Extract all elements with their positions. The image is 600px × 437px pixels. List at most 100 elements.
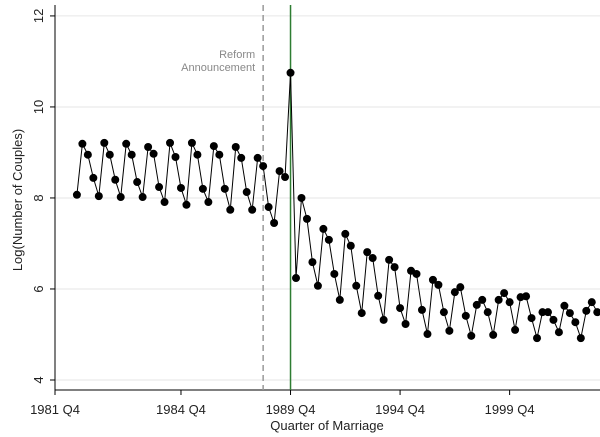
data-point	[379, 315, 388, 324]
data-point	[522, 292, 531, 301]
y-tick-label: 4	[31, 376, 46, 383]
data-point	[330, 269, 339, 278]
data-point	[94, 192, 103, 201]
data-point	[209, 142, 218, 151]
x-tick-label: 1999 Q4	[485, 402, 535, 417]
y-tick-label: 8	[31, 194, 46, 201]
data-point	[417, 305, 426, 314]
data-point	[198, 184, 207, 193]
data-point	[390, 263, 399, 272]
data-point	[576, 334, 585, 343]
data-point	[215, 150, 224, 159]
data-point	[489, 330, 498, 339]
data-point	[253, 153, 262, 162]
data-point	[368, 254, 377, 263]
data-point	[543, 308, 552, 317]
data-point	[341, 229, 350, 238]
data-point	[89, 173, 98, 182]
data-point	[571, 318, 580, 327]
data-point	[264, 203, 273, 212]
data-point	[478, 295, 487, 304]
data-point	[259, 162, 268, 171]
data-point	[292, 274, 301, 283]
data-point	[149, 149, 158, 158]
data-point	[352, 281, 361, 290]
data-point	[187, 138, 196, 147]
data-point	[270, 218, 279, 227]
data-point	[587, 298, 596, 307]
y-axis-title: Log(Number of Couples)	[10, 129, 25, 271]
data-point	[593, 308, 600, 317]
data-point	[505, 298, 514, 307]
data-point	[549, 315, 558, 324]
y-tick-label: 12	[31, 9, 46, 23]
data-point	[560, 301, 569, 310]
annotation: Announcement	[181, 62, 255, 74]
data-point	[494, 295, 503, 304]
data-point	[439, 308, 448, 317]
data-point	[297, 193, 306, 202]
data-point	[111, 175, 120, 184]
data-point	[122, 139, 131, 148]
data-point	[582, 306, 591, 315]
data-point	[237, 153, 246, 162]
data-point	[324, 235, 333, 244]
data-point	[511, 325, 520, 334]
data-point	[83, 150, 92, 159]
data-point	[281, 173, 290, 182]
data-point	[412, 269, 421, 278]
data-point	[116, 193, 125, 202]
y-tick-label: 6	[31, 285, 46, 292]
data-point	[144, 142, 153, 151]
data-point	[565, 309, 574, 318]
data-point	[483, 308, 492, 317]
data-point	[396, 304, 405, 313]
data-point	[538, 308, 547, 317]
data-point	[467, 331, 476, 340]
data-point	[193, 150, 202, 159]
data-point	[357, 309, 366, 318]
data-point	[242, 188, 251, 197]
data-point	[166, 138, 175, 147]
data-point	[275, 167, 284, 176]
data-point	[445, 326, 454, 335]
data-point	[319, 224, 328, 233]
data-point	[363, 248, 372, 257]
x-tick-label: 1994 Q4	[375, 402, 425, 417]
x-tick-label: 1989 Q4	[266, 402, 316, 417]
data-point	[171, 152, 180, 161]
data-point	[401, 320, 410, 329]
data-point	[461, 311, 470, 320]
data-point	[78, 139, 87, 148]
data-point	[385, 255, 394, 264]
x-tick-label: 1984 Q4	[156, 402, 206, 417]
data-point	[434, 280, 443, 289]
data-point	[155, 183, 164, 192]
data-point	[313, 281, 322, 290]
x-tick-label: 1981 Q4	[30, 402, 80, 417]
data-point	[100, 138, 109, 147]
data-point	[176, 183, 185, 192]
data-point	[302, 214, 311, 223]
data-point	[127, 150, 136, 159]
data-point	[133, 178, 142, 187]
data-point	[160, 198, 169, 207]
data-point	[286, 68, 295, 77]
data-point	[450, 288, 459, 297]
data-point	[554, 328, 563, 337]
data-point	[527, 314, 536, 323]
data-point	[231, 142, 240, 151]
y-tick-label: 10	[31, 100, 46, 114]
data-point	[456, 283, 465, 292]
data-point	[72, 190, 81, 199]
data-point	[308, 258, 317, 267]
data-point	[226, 205, 235, 214]
x-axis-title: Quarter of Marriage	[270, 418, 383, 433]
data-point	[428, 275, 437, 284]
data-point	[182, 200, 191, 209]
data-point	[248, 205, 257, 214]
data-point	[500, 289, 509, 298]
annotation: Reform	[219, 49, 255, 61]
data-point	[472, 300, 481, 309]
